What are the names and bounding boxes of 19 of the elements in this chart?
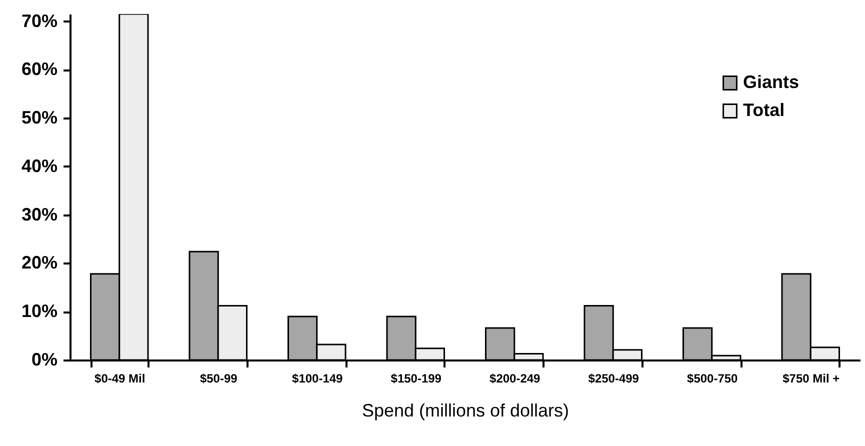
x-tick-label: $200-249 (490, 372, 541, 386)
x-tick-label: $250-499 (588, 372, 640, 386)
x-tick-label: $150-199 (390, 372, 442, 386)
x-axis-title: Spend (millions of dollars) (362, 400, 570, 420)
y-tick-label: 50% (21, 108, 58, 128)
y-tick-label: 10% (21, 301, 58, 322)
legend-label: Total (743, 100, 785, 120)
y-tick-label: 30% (21, 204, 58, 224)
x-tick-label: $0-49 Mil (94, 372, 146, 386)
y-tick-label: 70% (21, 10, 58, 31)
y-tick-label: 0% (31, 350, 58, 370)
legend-label: Giants (743, 72, 800, 92)
y-tick-label: 40% (21, 156, 58, 176)
y-tick-label: 20% (21, 252, 58, 273)
x-tick-label: $50-99 (200, 372, 238, 386)
x-tick-label: $100-149 (292, 372, 344, 386)
x-tick-label: $750 Mil + (782, 372, 840, 386)
y-tick-label: 60% (21, 59, 58, 80)
x-tick-label: $500-750 (687, 372, 738, 386)
